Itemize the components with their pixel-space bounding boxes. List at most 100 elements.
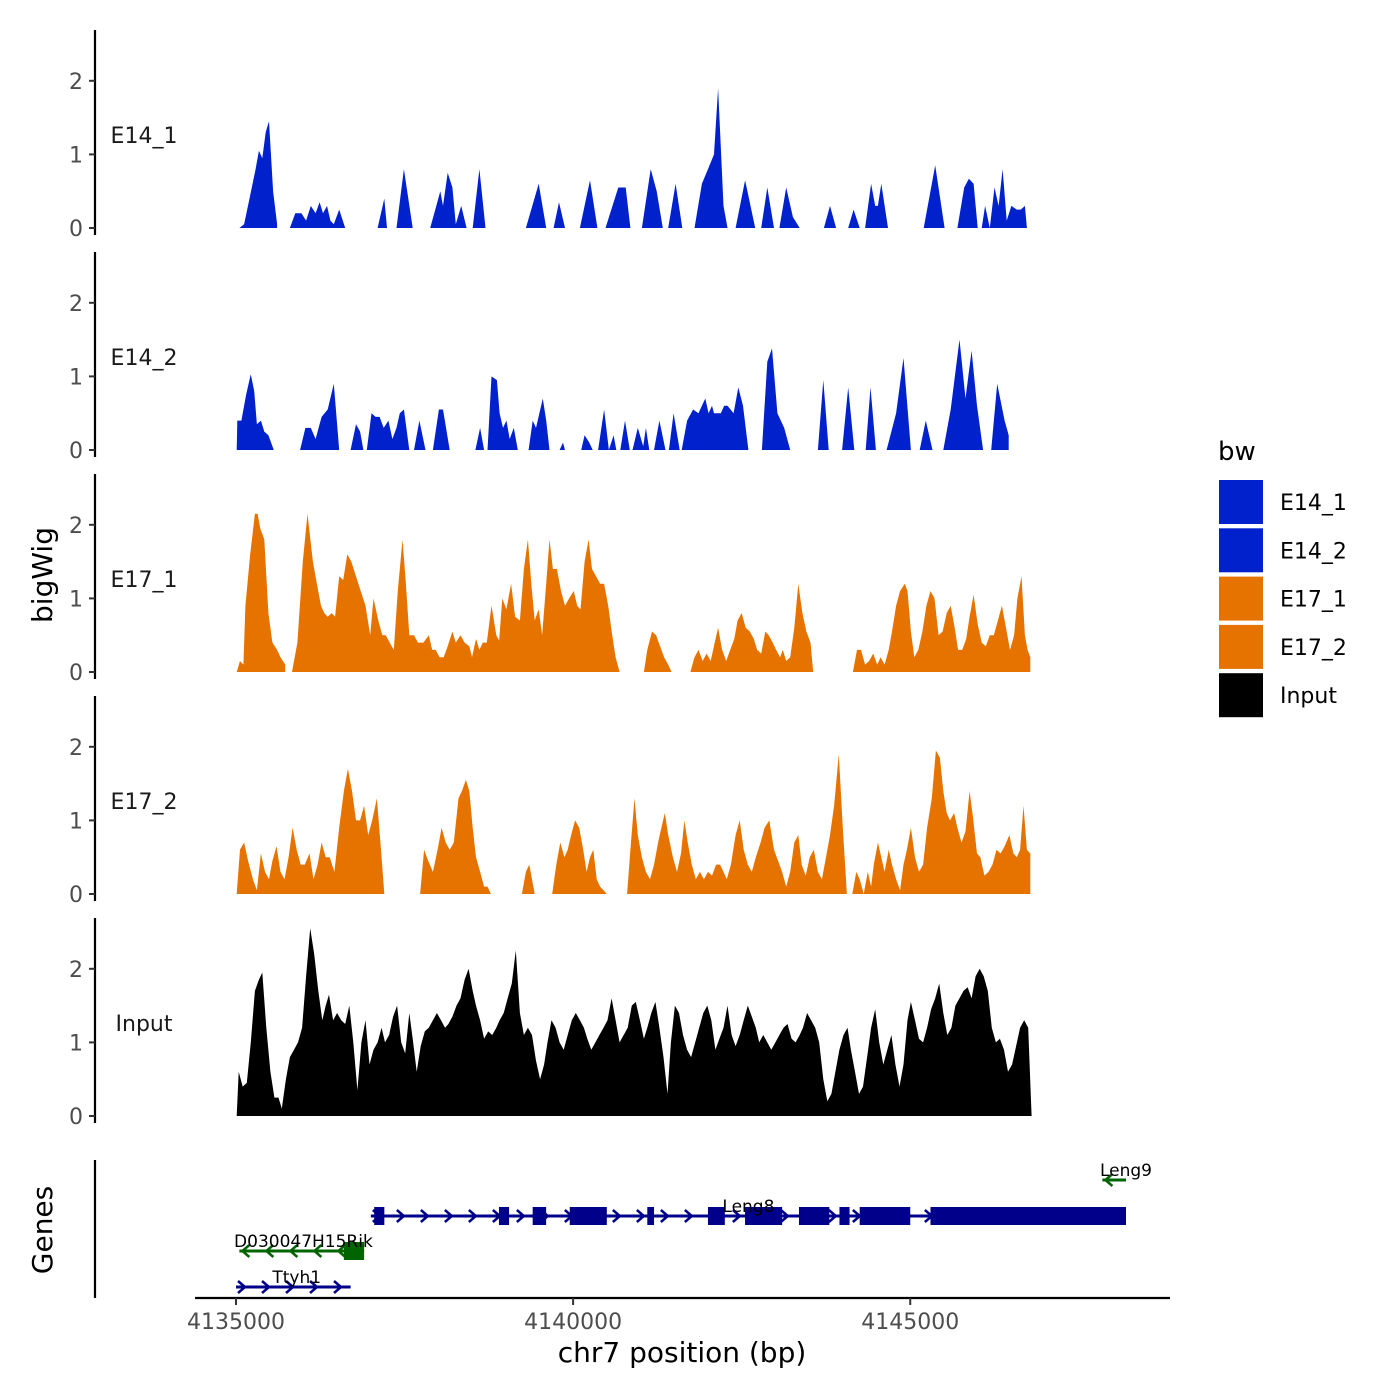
y-tick-label: 1 <box>69 143 83 168</box>
exon <box>839 1207 850 1225</box>
coverage-area <box>414 409 450 450</box>
legend-label: E17_1 <box>1280 588 1347 613</box>
legend-label: E14_2 <box>1280 539 1347 564</box>
coverage-area <box>528 398 550 450</box>
strand-arrow-icon <box>333 1280 343 1294</box>
x-tick-label: 4135000 <box>187 1310 285 1335</box>
exon <box>930 1207 1126 1225</box>
track-E14_1: 0 1 2 E14_1 <box>69 30 1027 242</box>
y-tick-label: 2 <box>69 736 83 761</box>
strand-arrow-icon <box>516 1209 526 1223</box>
track-label: E14_2 <box>111 346 178 371</box>
coverage-area <box>292 513 518 672</box>
coverage-area <box>643 631 672 672</box>
strand-arrow-icon <box>309 1280 319 1294</box>
exon <box>647 1207 655 1225</box>
legend: bw E14_1 E14_2 E17_1 E17_2 Input <box>1218 437 1347 718</box>
strand-arrow-icon <box>285 1280 295 1294</box>
coverage-area <box>552 820 607 894</box>
bigwig-tracks: 0 1 2 E14_1 0 1 2 E14_2 0 1 2 E17_1 0 1 2 E17_2 0 1 2 Input <box>69 30 1032 1130</box>
coverage-area <box>923 165 1027 228</box>
strand-arrow-icon <box>240 1244 251 1258</box>
exon <box>798 1207 830 1225</box>
y-tick-label: 1 <box>69 365 83 390</box>
y-tick-label: 2 <box>69 292 83 317</box>
coverage-area <box>823 183 888 228</box>
y-tick-label: 2 <box>69 514 83 539</box>
exon <box>498 1207 510 1225</box>
exon <box>707 1207 725 1225</box>
strand-arrow-icon <box>444 1209 454 1223</box>
coverage-area <box>521 864 535 894</box>
track-Input: 0 1 2 Input <box>69 918 1032 1130</box>
coverage-area <box>239 121 278 228</box>
exon <box>343 1242 365 1260</box>
strand-arrow-icon <box>264 1244 275 1258</box>
strand-arrow-icon <box>660 1209 670 1223</box>
coverage-area <box>865 387 876 450</box>
exon <box>745 1207 783 1225</box>
y-tick-label: 0 <box>69 217 83 242</box>
strand-arrow-icon <box>732 1209 742 1223</box>
coverage-area <box>817 380 829 450</box>
gene-D030047H15Rik: D030047H15Rik <box>234 1232 373 1260</box>
legend-swatch <box>1219 624 1263 669</box>
y-tick-label: 0 <box>69 1105 83 1130</box>
legend-swatch <box>1219 528 1263 573</box>
strand-arrow-icon <box>636 1209 646 1223</box>
y-tick-label: 2 <box>69 70 83 95</box>
track-label: Input <box>116 1012 173 1037</box>
y-axis-title-genes: Genes <box>26 1186 59 1274</box>
track-E17_1: 0 1 2 E17_1 <box>69 474 1031 686</box>
legend-label: Input <box>1280 684 1337 709</box>
strand-arrow-icon <box>420 1209 430 1223</box>
coverage-area <box>852 750 1031 894</box>
gene-Leng8: Leng8 <box>370 1197 1126 1225</box>
y-tick-label: 2 <box>69 958 83 983</box>
y-tick-label: 1 <box>69 1031 83 1056</box>
exon <box>532 1207 547 1225</box>
coverage-area <box>300 383 340 450</box>
track-E17_2: 0 1 2 E17_2 <box>69 696 1031 908</box>
coverage-area <box>943 339 984 450</box>
coverage-area <box>852 576 1031 672</box>
coverage-area <box>495 539 620 672</box>
coverage-area <box>236 928 1032 1116</box>
y-axis-title-bigwig: bigWig <box>26 527 59 623</box>
y-tick-label: 1 <box>69 587 83 612</box>
strand-arrow-icon <box>237 1280 247 1294</box>
legend-label: E14_1 <box>1280 491 1347 516</box>
strand-arrow-icon <box>288 1244 299 1258</box>
coverage-area <box>761 348 791 450</box>
strand-arrow-icon <box>612 1209 622 1223</box>
coverage-area <box>475 376 518 450</box>
coverage-area <box>289 202 346 228</box>
legend-label: E17_2 <box>1280 636 1347 661</box>
exon <box>374 1207 385 1225</box>
strand-arrow-icon <box>780 1209 790 1223</box>
coverage-area <box>350 409 410 450</box>
legend-swatch <box>1219 673 1263 718</box>
coverage-area <box>991 383 1009 450</box>
coverage-area <box>236 513 286 672</box>
coverage-area <box>420 779 491 894</box>
legend-swatch <box>1219 576 1263 621</box>
coverage-area <box>236 374 274 450</box>
coverage-area <box>919 420 933 450</box>
coverage-area <box>620 387 749 450</box>
x-tick-label: 4140000 <box>524 1310 622 1335</box>
track-label: E17_1 <box>111 568 178 593</box>
coverage-area <box>690 583 814 672</box>
x-axis-title: chr7 position (bp) <box>558 1336 807 1369</box>
gene-Ttyh1: Ttyh1 <box>236 1268 351 1294</box>
gene-label: D030047H15Rik <box>234 1232 373 1252</box>
strand-arrow-icon <box>684 1209 694 1223</box>
coverage-area <box>694 88 756 228</box>
gene-label: Ttyh1 <box>271 1268 321 1288</box>
coverage-area <box>430 169 486 228</box>
x-axis: 4135000 4140000 4145000 <box>187 1296 1170 1335</box>
legend-title: bw <box>1218 437 1256 467</box>
coverage-area <box>559 409 617 450</box>
track-label: E14_1 <box>111 124 178 149</box>
y-tick-label: 0 <box>69 883 83 908</box>
